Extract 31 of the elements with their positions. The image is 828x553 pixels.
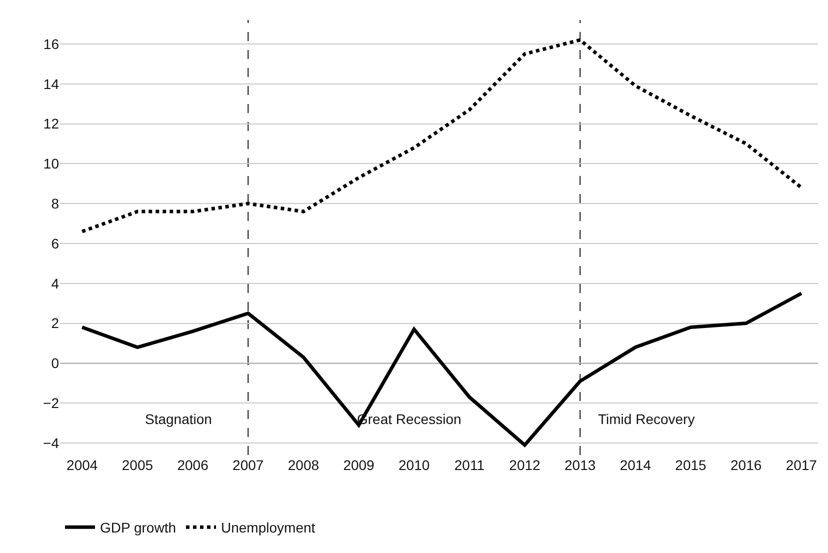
- x-tick-label: 2017: [786, 457, 818, 473]
- x-tick-label: 2016: [730, 457, 762, 473]
- x-tick-label: 2014: [620, 457, 652, 473]
- y-tick-label: 10: [43, 156, 60, 172]
- x-tick-label: 2009: [343, 457, 375, 473]
- x-tick-label: 2004: [66, 457, 98, 473]
- x-tick-label: 2010: [398, 457, 430, 473]
- y-tick-label: −2: [43, 395, 60, 412]
- y-tick-label: 4: [51, 275, 60, 292]
- y-tick-label: 6: [51, 235, 60, 252]
- x-tick-label: 2013: [564, 457, 596, 473]
- x-tick-label: 2008: [288, 457, 320, 473]
- x-tick-label: 2005: [122, 457, 154, 473]
- annotation: Stagnation: [145, 411, 212, 427]
- y-tick-label: 0: [51, 355, 60, 372]
- line-series: [80, 292, 804, 447]
- legend-label: Unemployment: [221, 520, 316, 536]
- annotation: Timid Recovery: [598, 411, 695, 427]
- y-tick-label: 14: [43, 76, 60, 92]
- y-tick-label: −4: [43, 434, 60, 451]
- y-tick-label: 16: [43, 36, 60, 52]
- y-tick-label: 12: [43, 116, 60, 132]
- x-tick-label: 2015: [675, 457, 707, 473]
- line-series: [80, 38, 804, 234]
- x-tick-label: 2007: [232, 457, 264, 473]
- x-tick-label: 2011: [454, 457, 485, 473]
- y-tick-label: 2: [51, 315, 60, 332]
- x-tick-label: 2006: [177, 457, 209, 473]
- legend-label: GDP growth: [100, 520, 176, 536]
- y-tick-label: 8: [51, 195, 60, 212]
- x-tick-label: 2012: [509, 457, 541, 473]
